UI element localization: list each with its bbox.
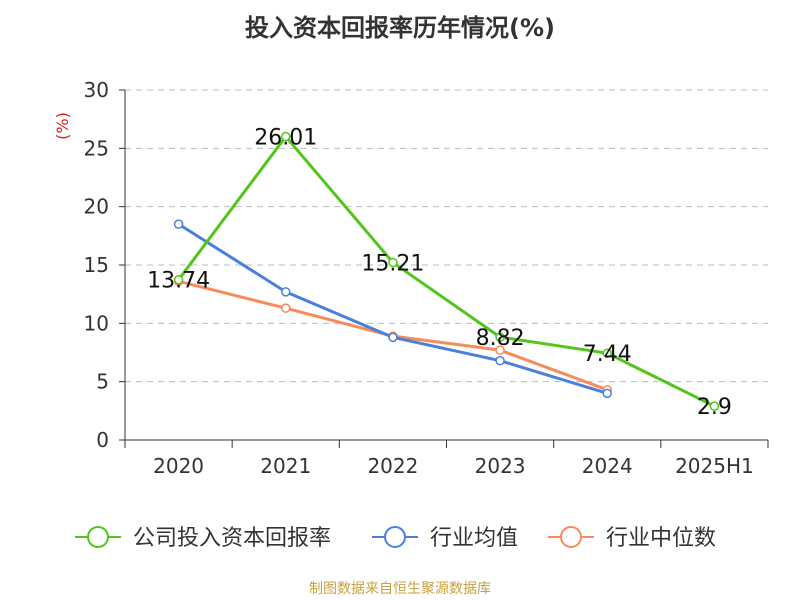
data-point (281, 131, 291, 142)
data-point (602, 348, 612, 358)
legend-swatch-marker (560, 526, 582, 548)
legend-label: 公司投入资本回报率 (133, 526, 331, 551)
data-point (602, 388, 612, 399)
x-tick-label: 2021 (260, 454, 311, 478)
source-note: 制图数据来自恒生聚源数据库 (309, 581, 491, 597)
data-label: 8.82 (476, 326, 525, 351)
data-point (281, 303, 291, 313)
chart-title: 投入资本回报率历年情况(%) (245, 14, 555, 42)
data-point (495, 332, 505, 342)
data-label: 15.21 (361, 252, 424, 277)
data-point (173, 219, 184, 229)
data-label: 13.74 (147, 269, 210, 294)
x-tick-label: 2020 (153, 454, 204, 478)
y-tick-label: 30 (84, 78, 109, 102)
series-line (177, 222, 608, 395)
y-tick-label: 10 (84, 311, 109, 335)
legend-swatch-marker (384, 526, 406, 548)
y-tick-label: 0 (96, 428, 109, 452)
x-tick-label: 2022 (367, 454, 418, 478)
legend-label: 行业中位数 (606, 526, 716, 551)
data-point (281, 287, 291, 297)
data-point (495, 345, 505, 355)
y-axis-label: (%) (53, 112, 72, 140)
y-tick-label: 5 (96, 370, 109, 394)
series-line (177, 135, 716, 408)
y-tick-label: 15 (84, 253, 109, 277)
x-tick-label: 2024 (582, 454, 633, 478)
data-point (388, 257, 398, 268)
data-label: 2.9 (697, 395, 732, 420)
data-point (173, 274, 184, 285)
data-point (709, 401, 720, 411)
legend-label: 行业均值 (430, 526, 518, 551)
x-tick-label: 2025H1 (675, 454, 754, 478)
data-label: 26.01 (254, 126, 317, 151)
legend-swatch-marker (87, 526, 109, 548)
data-point (388, 332, 398, 343)
y-tick-label: 20 (84, 195, 109, 219)
data-label: 7.44 (583, 342, 632, 367)
y-tick-label: 25 (84, 136, 109, 160)
data-point (495, 355, 505, 366)
x-tick-label: 2023 (475, 454, 526, 478)
